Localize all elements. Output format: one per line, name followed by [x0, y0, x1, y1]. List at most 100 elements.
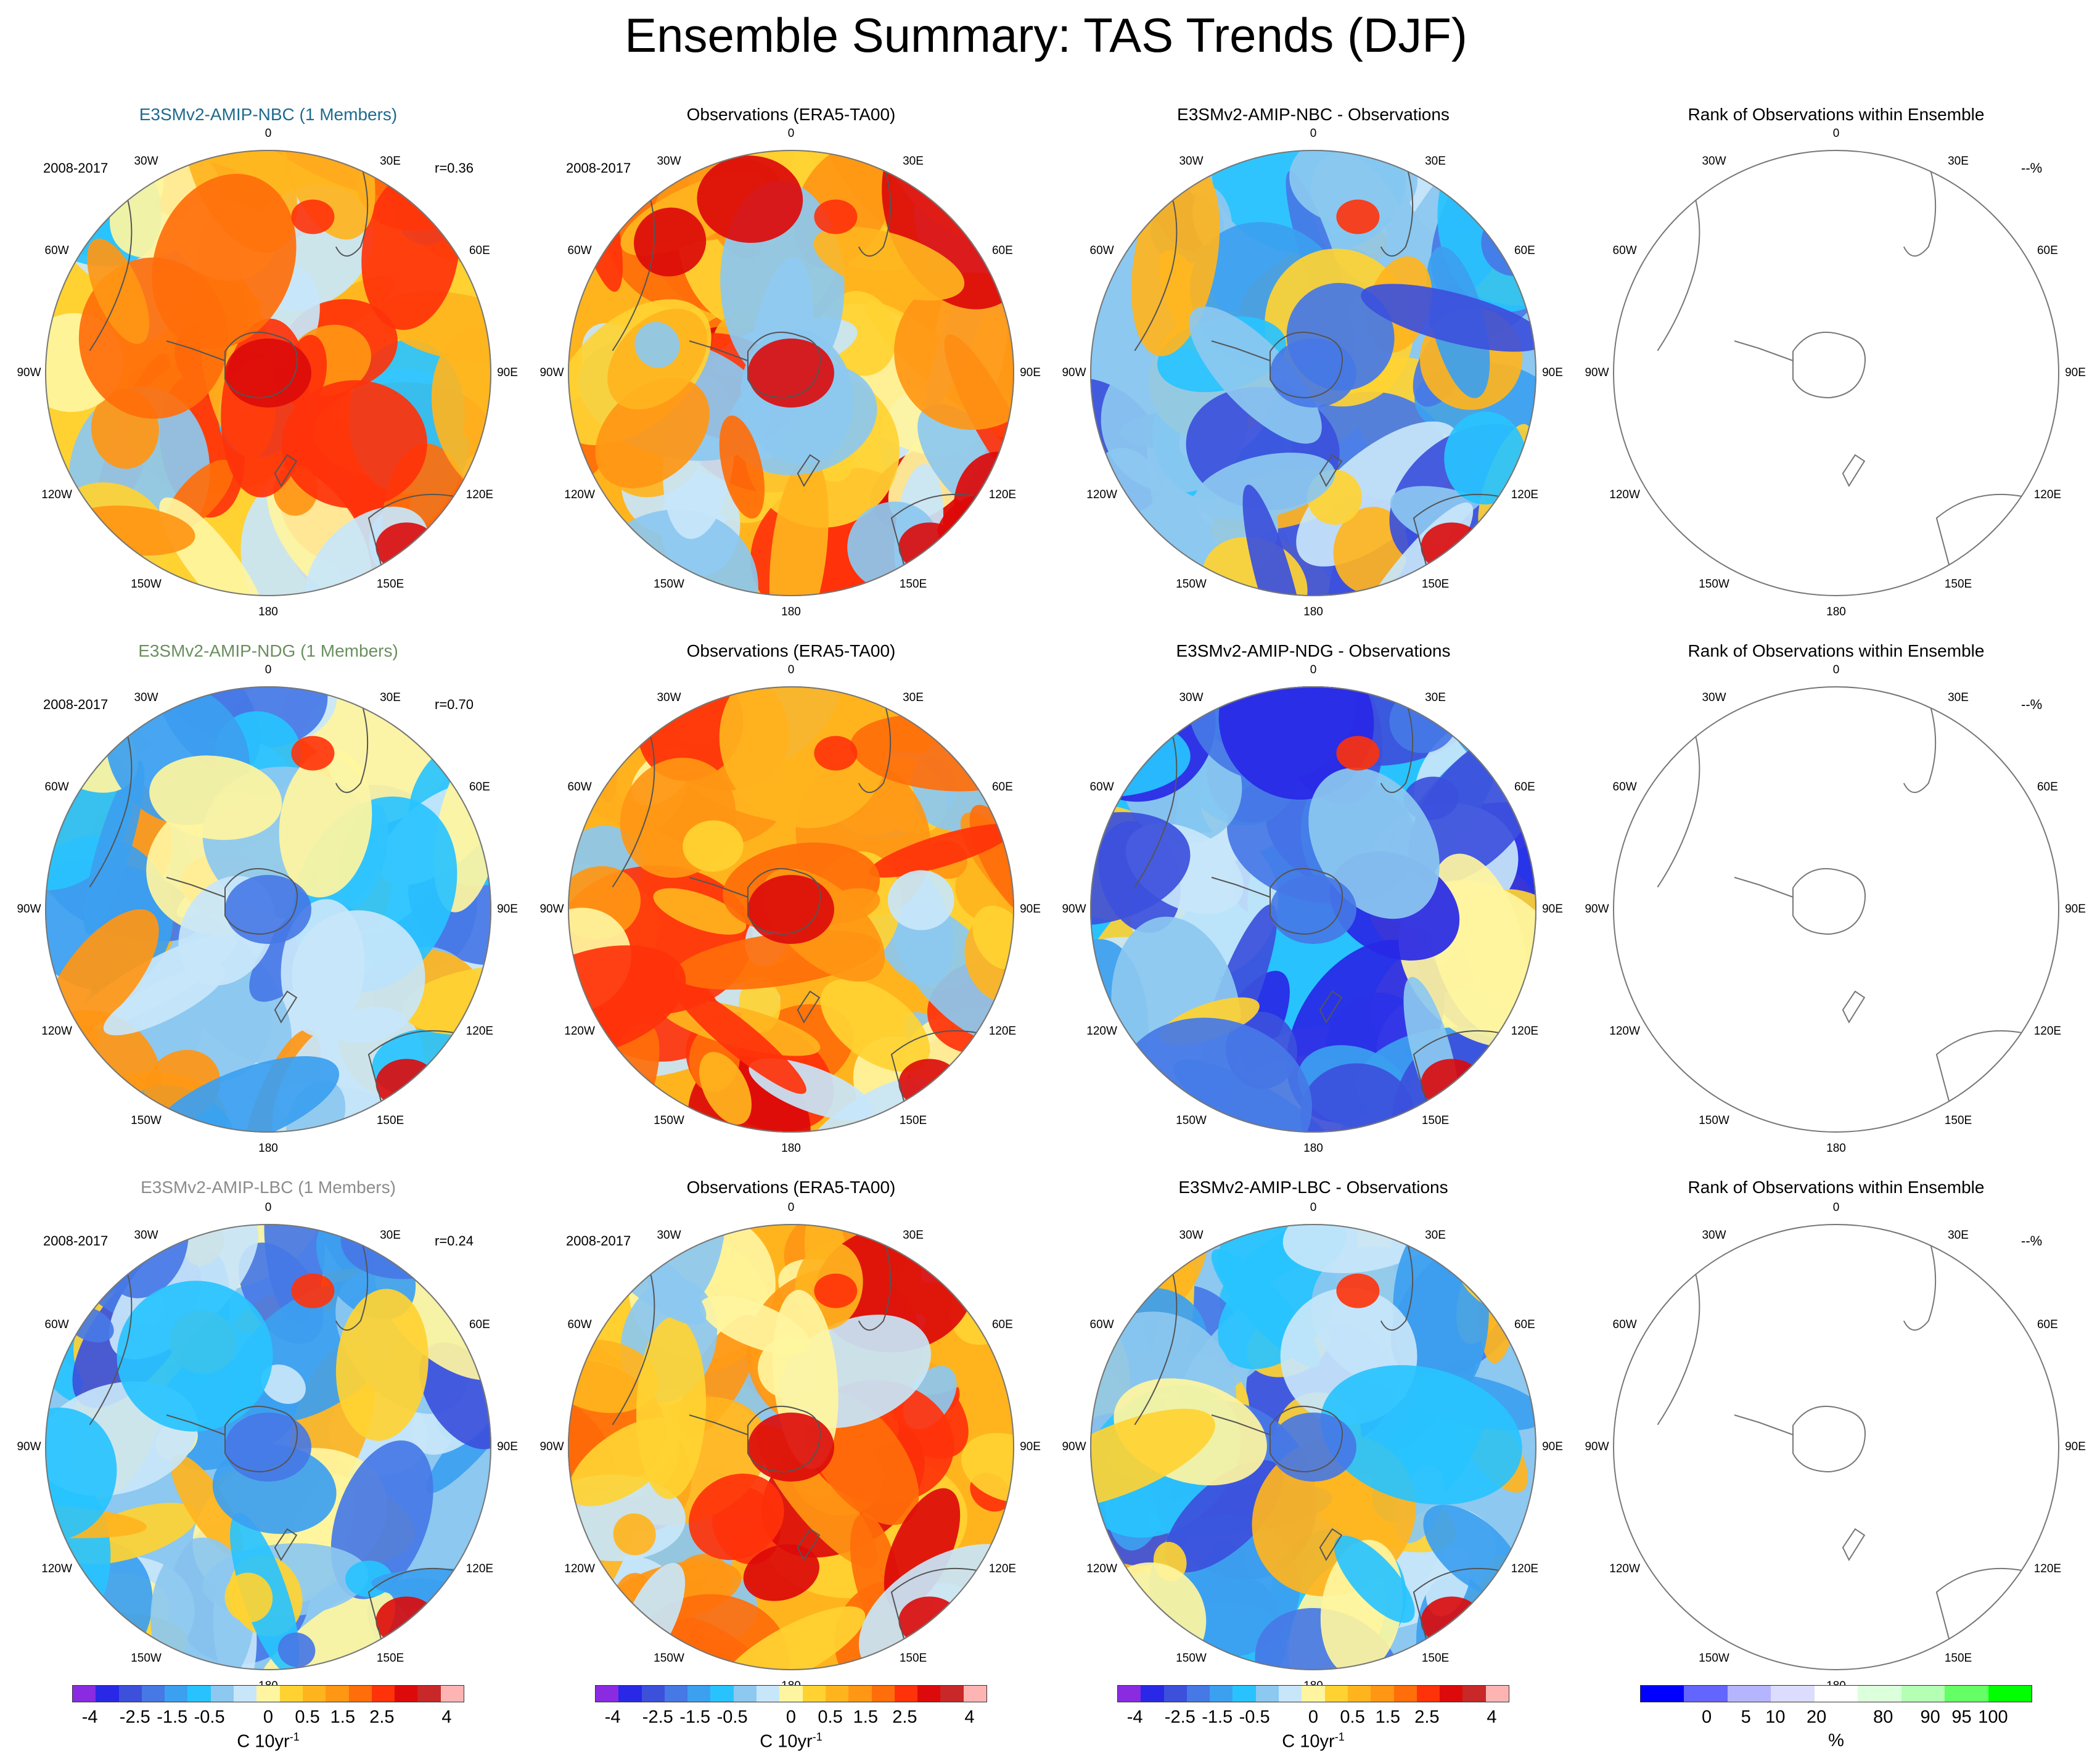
longitude-label: 150W — [1699, 1652, 1729, 1665]
longitude-label: 60E — [992, 1318, 1013, 1332]
longitude-label: 150E — [900, 1652, 927, 1665]
longitude-label: 120W — [1609, 1025, 1640, 1038]
rank-percent-label: --% — [2021, 697, 2042, 713]
difference-map — [1090, 150, 1536, 596]
colorbar-cell — [280, 1686, 303, 1702]
longitude-label: 60W — [1090, 1318, 1114, 1332]
colorbar-cell — [1945, 1686, 1988, 1702]
colorbar-cell — [803, 1686, 826, 1702]
colorbar-tick-label: 0.5 — [1340, 1707, 1364, 1728]
difference-panel-title: E3SMv2-AMIP-LBC - Observations — [1079, 1178, 1548, 1197]
longitude-label: 150E — [1945, 1114, 1972, 1128]
longitude-label: 90W — [17, 903, 41, 916]
longitude-label: 30E — [903, 691, 924, 705]
colorbar-cell — [710, 1686, 733, 1702]
longitude-label: 180 — [781, 1142, 801, 1155]
colorbar-tick-label: -2.5 — [642, 1707, 673, 1728]
rank-map — [1613, 1224, 2059, 1670]
longitude-label: 0 — [1833, 663, 1840, 677]
colorbar-cell — [917, 1686, 940, 1702]
colorbar-cell — [1858, 1686, 1901, 1702]
longitude-label: 60E — [992, 781, 1013, 794]
colorbar-cell — [119, 1686, 142, 1702]
longitude-label: 180 — [781, 605, 801, 619]
map-field — [1613, 150, 2059, 596]
longitude-label: 60W — [1090, 244, 1114, 258]
colorbar-tick-label: 10 — [1765, 1707, 1785, 1728]
longitude-label: 90W — [539, 1440, 564, 1454]
longitude-label: 120E — [989, 488, 1016, 502]
model-panel-title: E3SMv2-AMIP-LBC (1 Members) — [34, 1178, 502, 1197]
colorbar-cell — [1118, 1686, 1141, 1702]
difference-map — [1090, 1224, 1536, 1670]
longitude-label: 90E — [1020, 366, 1041, 380]
longitude-label: 120W — [41, 488, 72, 502]
correlation-label: r=0.24 — [435, 1233, 474, 1249]
colorbar-tick-label: 2.5 — [1414, 1707, 1439, 1728]
colorbar-cell — [1256, 1686, 1279, 1702]
longitude-label: 90E — [1542, 903, 1563, 916]
longitude-label: 30E — [380, 1229, 401, 1242]
colorbar-tick-label: 20 — [1807, 1707, 1826, 1728]
rank-percent-label: --% — [2021, 160, 2042, 176]
colorbar-tick-label: -2.5 — [120, 1707, 150, 1728]
longitude-label: 120E — [1511, 488, 1538, 502]
longitude-label: 180 — [1303, 1142, 1323, 1155]
longitude-label: 60W — [568, 781, 592, 794]
observations-map — [568, 150, 1014, 596]
longitude-label: 150E — [1422, 1652, 1449, 1665]
colorbar-cell — [372, 1686, 395, 1702]
longitude-label: 120W — [564, 1025, 595, 1038]
longitude-label: 30W — [1702, 155, 1726, 168]
colorbar-cell — [1302, 1686, 1324, 1702]
colorbar-cell — [349, 1686, 372, 1702]
colorbar-tick-label: -0.5 — [194, 1707, 225, 1728]
longitude-label: 30E — [903, 155, 924, 168]
rank-colorbar — [1640, 1685, 2032, 1702]
colorbar-cell — [1233, 1686, 1255, 1702]
model-panel-title: E3SMv2-AMIP-NBC (1 Members) — [34, 105, 502, 125]
trend-colorbar — [72, 1685, 464, 1702]
period-label: 2008-2017 — [43, 697, 108, 713]
longitude-label: 0 — [1833, 127, 1840, 141]
longitude-label: 150E — [1945, 1652, 1972, 1665]
longitude-label: 90E — [497, 366, 518, 380]
trend-colorbar — [1117, 1685, 1509, 1702]
longitude-label: 180 — [1303, 605, 1323, 619]
longitude-label: 180 — [1826, 1142, 1846, 1155]
colorbar-tick-label: 0 — [263, 1707, 273, 1728]
colorbar-tick-label: 0 — [1702, 1707, 1712, 1728]
longitude-label: 60E — [2037, 781, 2058, 794]
longitude-label: 120W — [1609, 488, 1640, 502]
longitude-label: 0 — [788, 1201, 795, 1215]
colorbar-cell — [1901, 1686, 1945, 1702]
colorbar-tick-label: -0.5 — [1239, 1707, 1270, 1728]
longitude-label: 60E — [1514, 781, 1535, 794]
colorbar-cell — [395, 1686, 417, 1702]
rank-panel-title: Rank of Observations within Ensemble — [1602, 641, 2070, 661]
longitude-label: 120W — [41, 1562, 72, 1576]
map-field — [1613, 686, 2059, 1133]
colorbar-tick-label: 4 — [964, 1707, 974, 1728]
longitude-label: 120W — [1086, 1025, 1117, 1038]
colorbar-cell — [1440, 1686, 1462, 1702]
colorbar-cell — [826, 1686, 848, 1702]
observations-map — [568, 686, 1014, 1133]
longitude-label: 120W — [41, 1025, 72, 1038]
map-field — [45, 150, 491, 596]
colorbar-tick-label: 90 — [1920, 1707, 1940, 1728]
observations-panel-title: Observations (ERA5-TA00) — [557, 641, 1025, 661]
longitude-label: 120E — [2034, 1025, 2061, 1038]
longitude-label: 120W — [564, 488, 595, 502]
map-field — [1090, 1224, 1536, 1670]
longitude-label: 90E — [1020, 903, 1041, 916]
longitude-label: 0 — [265, 663, 272, 677]
colorbar-units: C 10yr-1 — [1282, 1731, 1344, 1752]
longitude-label: 150E — [377, 578, 404, 591]
difference-panel-title: E3SMv2-AMIP-NDG - Observations — [1079, 641, 1548, 661]
longitude-label: 120E — [1511, 1562, 1538, 1576]
longitude-label: 60E — [2037, 244, 2058, 258]
longitude-label: 150E — [377, 1652, 404, 1665]
colorbar-cell — [1279, 1686, 1302, 1702]
longitude-label: 60E — [469, 781, 490, 794]
